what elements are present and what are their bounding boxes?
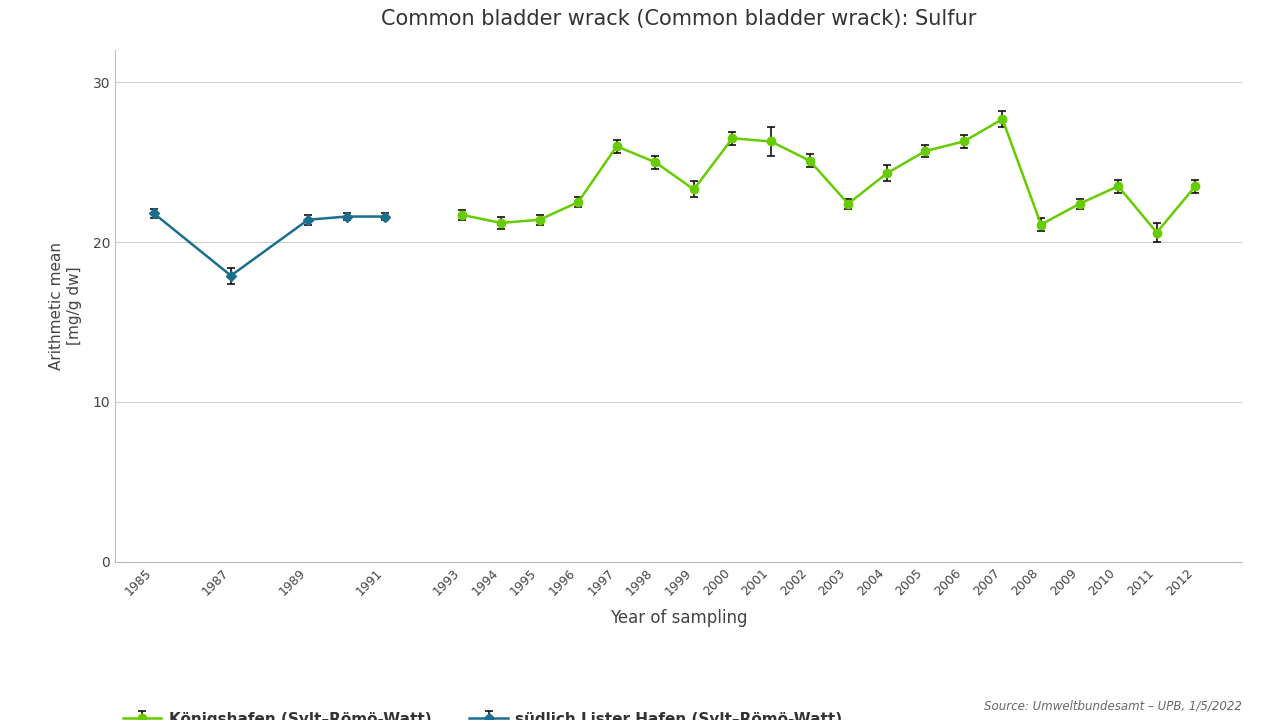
Legend: Königshafen (Sylt–Römö-Watt), südlich Lister Hafen (Sylt–Römö-Watt): Königshafen (Sylt–Römö-Watt), südlich Li… [123,712,842,720]
X-axis label: Year of sampling: Year of sampling [609,609,748,627]
Text: Source: Umweltbundesamt – UPB, 1/5/2022: Source: Umweltbundesamt – UPB, 1/5/2022 [984,700,1242,713]
Y-axis label: Arithmetic mean
[mg/g dw]: Arithmetic mean [mg/g dw] [49,242,82,370]
Title: Common bladder wrack (Common bladder wrack): Sulfur: Common bladder wrack (Common bladder wra… [380,9,977,30]
